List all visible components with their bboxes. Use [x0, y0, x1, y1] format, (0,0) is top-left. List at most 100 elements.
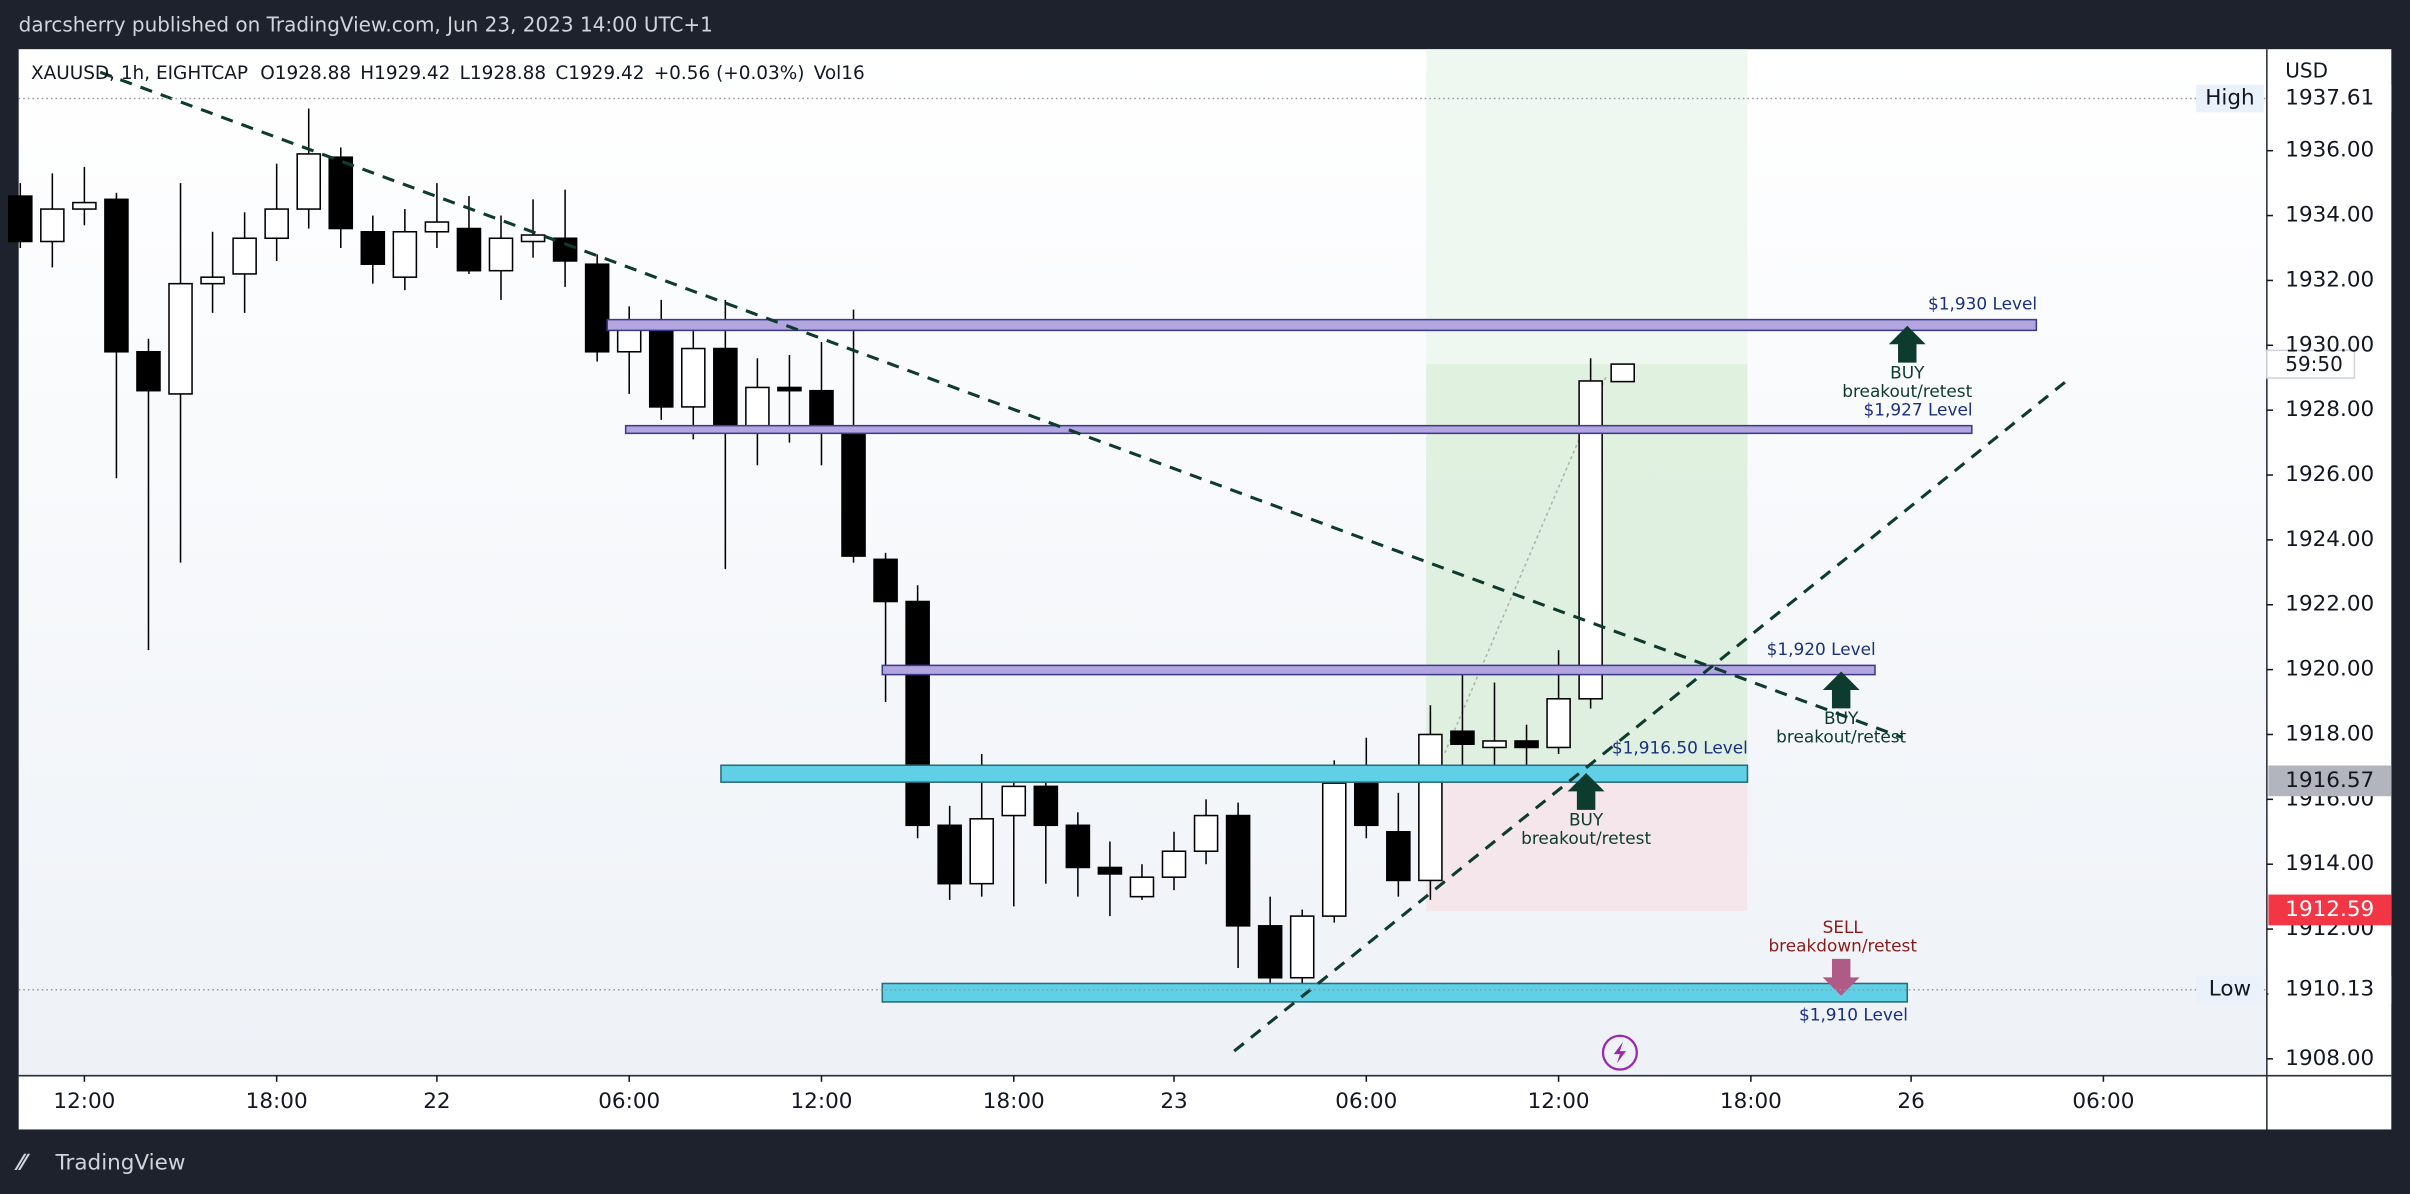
candle-body [1097, 866, 1123, 875]
candle-body [1354, 782, 1379, 827]
y-tick-label: 1918.00 [2285, 721, 2374, 746]
header: darcsherry published on TradingView.com,… [19, 13, 713, 37]
axes: 1908.001910.001912.001914.001916.001918.… [18, 84, 2392, 1114]
candle-body [456, 227, 482, 272]
y-tick-label: 1922.00 [2285, 592, 2374, 617]
annotation: BUY [1890, 362, 1925, 382]
price-box [2268, 894, 2392, 926]
candle-body [200, 276, 225, 285]
y-tick-label: 1920.00 [2285, 657, 2374, 682]
candle-body [1546, 698, 1571, 749]
candle-body [777, 386, 802, 392]
candle-body [552, 237, 578, 262]
y-tick-label: 1934.00 [2285, 203, 2374, 228]
legend-value: O1928.88 [260, 63, 351, 84]
y-tick-label: 1930.00 [2285, 332, 2374, 357]
candle-body [424, 221, 450, 233]
x-tick-label: 18:00 [1720, 1089, 1782, 1114]
candle-body [1001, 785, 1027, 817]
price-label: 1916.57 [2285, 768, 2374, 793]
candle-body [168, 282, 193, 395]
price-label: 1937.61 [2285, 85, 2374, 110]
candle-body [905, 600, 930, 827]
arrow-up [1822, 671, 1860, 709]
x-tick-label: 06:00 [598, 1089, 660, 1114]
level-box [624, 424, 1973, 435]
countdown: 59:50 [2285, 352, 2343, 376]
annotation: breakout/retest [1521, 828, 1651, 848]
price-label: 1910.13 [2285, 977, 2374, 1002]
x-tick-label: 06:00 [1335, 1089, 1397, 1114]
price-box [2268, 84, 2392, 113]
x-tick-label: 12:00 [53, 1089, 115, 1114]
arrow-up [1888, 325, 1926, 363]
candle-body [328, 156, 354, 230]
price-box [2268, 975, 2392, 1004]
annotation: SELL [1823, 917, 1864, 937]
event-icon [1613, 1041, 1627, 1064]
candle-body [488, 237, 514, 272]
candle-body [584, 263, 610, 353]
candle-body [72, 201, 97, 210]
trend-line [99, 70, 1904, 740]
annotation: $1,920 Level [1767, 639, 1876, 659]
candle-body [1482, 740, 1507, 749]
footer: TradingView [55, 1150, 186, 1175]
legend: XAUUSD, 1h, EIGHTCAP O1928.88 H1929.42 L192… [31, 63, 865, 84]
price-box [2268, 765, 2392, 797]
price-name-box [2196, 84, 2264, 113]
candle-body [937, 824, 962, 885]
level-box [881, 982, 1909, 1003]
x-tick-label: 18:00 [983, 1089, 1045, 1114]
level-box [881, 664, 1876, 676]
level-box [720, 764, 1749, 783]
x-tick-label: 26 [1897, 1089, 1924, 1114]
candle-body [360, 231, 386, 265]
level-box [606, 318, 2038, 332]
candle-body [680, 347, 706, 408]
x-tick-label: 12:00 [790, 1089, 852, 1114]
annotation: $1,927 Level [1863, 399, 1972, 419]
annotation: breakout/retest [1776, 727, 1906, 747]
candle-body [873, 558, 898, 603]
legend-value: C1929.42 [555, 63, 644, 84]
candle-body [1610, 363, 1635, 383]
candle-body [745, 386, 770, 431]
candle-body [1289, 915, 1315, 979]
candle-body [841, 432, 866, 557]
candle-body [1386, 831, 1411, 882]
currency: USD [2285, 59, 2328, 83]
event-icon[interactable] [1601, 1034, 1638, 1071]
annotation: BUY [1824, 708, 1859, 728]
candles [7, 108, 1635, 991]
candle-body [136, 351, 161, 392]
candle-body [1033, 785, 1059, 827]
price-axis [2266, 49, 2392, 1130]
legend-value: +0.56 (+0.03%) [654, 63, 805, 84]
candle-body [1450, 730, 1475, 745]
candle-body [296, 153, 322, 210]
annotation: BUY [1569, 810, 1604, 830]
x-tick-label: 12:00 [1528, 1089, 1590, 1114]
candle-body [520, 234, 546, 243]
candle-body [264, 208, 289, 240]
x-tick-label: 06:00 [2072, 1089, 2134, 1114]
annotation: $1,930 Level [1928, 293, 2037, 313]
x-tick-label: 22 [423, 1089, 450, 1114]
annotation: $1,910 Level [1799, 1005, 1908, 1025]
y-tick-label: 1928.00 [2285, 397, 2374, 422]
arrow-down [1822, 958, 1860, 996]
candle-body [104, 198, 129, 353]
annotation: breakdown/retest [1768, 936, 1917, 956]
connector [1444, 376, 1607, 754]
candle-body [648, 328, 674, 408]
time-axis [18, 1075, 2267, 1130]
candle-body [969, 818, 995, 885]
y-tick-label: 1936.00 [2285, 138, 2374, 163]
candle-body [7, 195, 33, 243]
candle-body [1257, 925, 1283, 979]
candle-body [1193, 814, 1219, 853]
trend-line [1233, 376, 2072, 1053]
legend-value: L1928.88 [460, 63, 547, 84]
